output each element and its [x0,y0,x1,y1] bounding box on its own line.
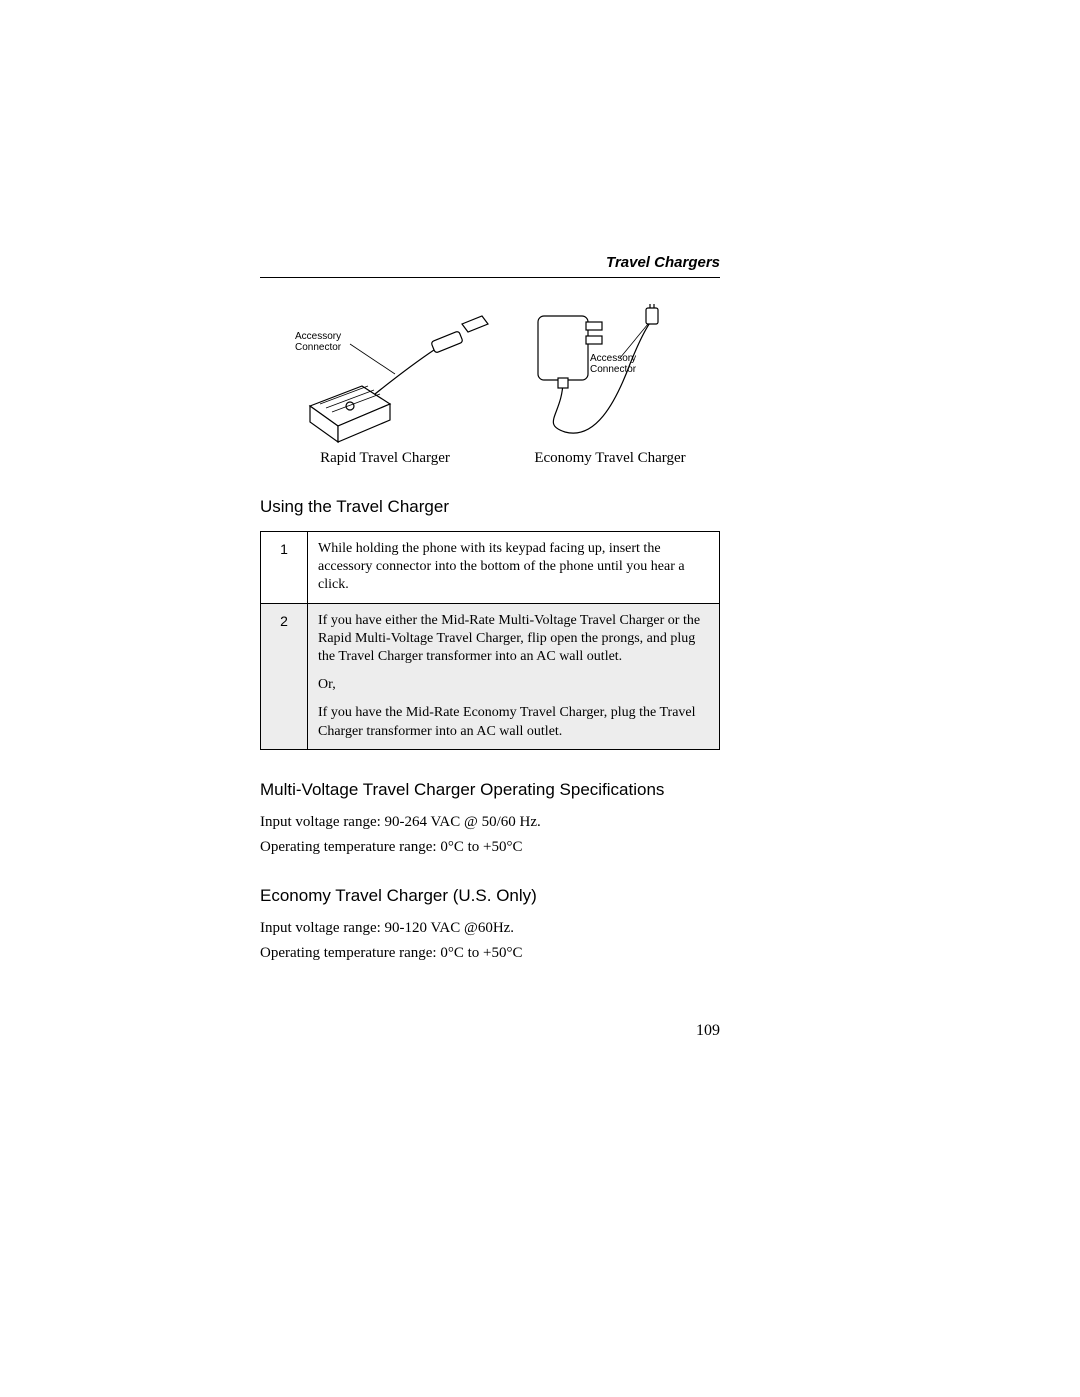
rapid-accessory-label: Accessory Connector [295,332,365,353]
heading-multi-voltage: Multi-Voltage Travel Charger Operating S… [260,780,720,800]
figure-economy: Accessory Connector Economy Travel Charg… [520,304,700,467]
spec-line: Input voltage range: 90-264 VAC @ 50/60 … [260,814,720,831]
spec-line: Operating temperature range: 0°C to +50°… [260,945,720,962]
running-header: Travel Chargers [260,254,720,271]
step-number: 2 [261,603,308,749]
label-text: Accessory [295,332,341,342]
heading-economy: Economy Travel Charger (U.S. Only) [260,886,720,906]
economy-charger-illustration: Accessory Connector [520,304,700,444]
spec-line: Input voltage range: 90-120 VAC @60Hz. [260,920,720,937]
step-text: While holding the phone with its keypad … [308,532,720,604]
steps-table: 1 While holding the phone with its keypa… [260,531,720,750]
content-column: Travel Chargers [260,254,720,970]
economy-accessory-label: Accessory Connector [590,354,660,375]
spec-line: Operating temperature range: 0°C to +50°… [260,839,720,856]
header-rule [260,277,720,278]
heading-using: Using the Travel Charger [260,497,720,517]
label-text: Connector [590,364,636,375]
figure-rapid: Accessory Connector Rapid Travel Charger [280,304,490,467]
label-text: Accessory [590,354,636,364]
rapid-charger-illustration: Accessory Connector [280,304,490,444]
step-number: 1 [261,532,308,604]
step-or: Or, [318,676,709,694]
figure-caption-rapid: Rapid Travel Charger [320,450,450,467]
step-paragraph: If you have the Mid-Rate Economy Travel … [318,704,709,740]
table-row: 1 While holding the phone with its keypa… [261,532,720,604]
figure-caption-economy: Economy Travel Charger [534,450,685,467]
step-paragraph: If you have either the Mid-Rate Multi-Vo… [318,612,709,667]
label-text: Connector [295,342,341,353]
page-number: 109 [260,1022,720,1040]
step-text: If you have either the Mid-Rate Multi-Vo… [308,603,720,749]
figure-row: Accessory Connector Rapid Travel Charger [260,304,720,467]
table-row: 2 If you have either the Mid-Rate Multi-… [261,603,720,749]
